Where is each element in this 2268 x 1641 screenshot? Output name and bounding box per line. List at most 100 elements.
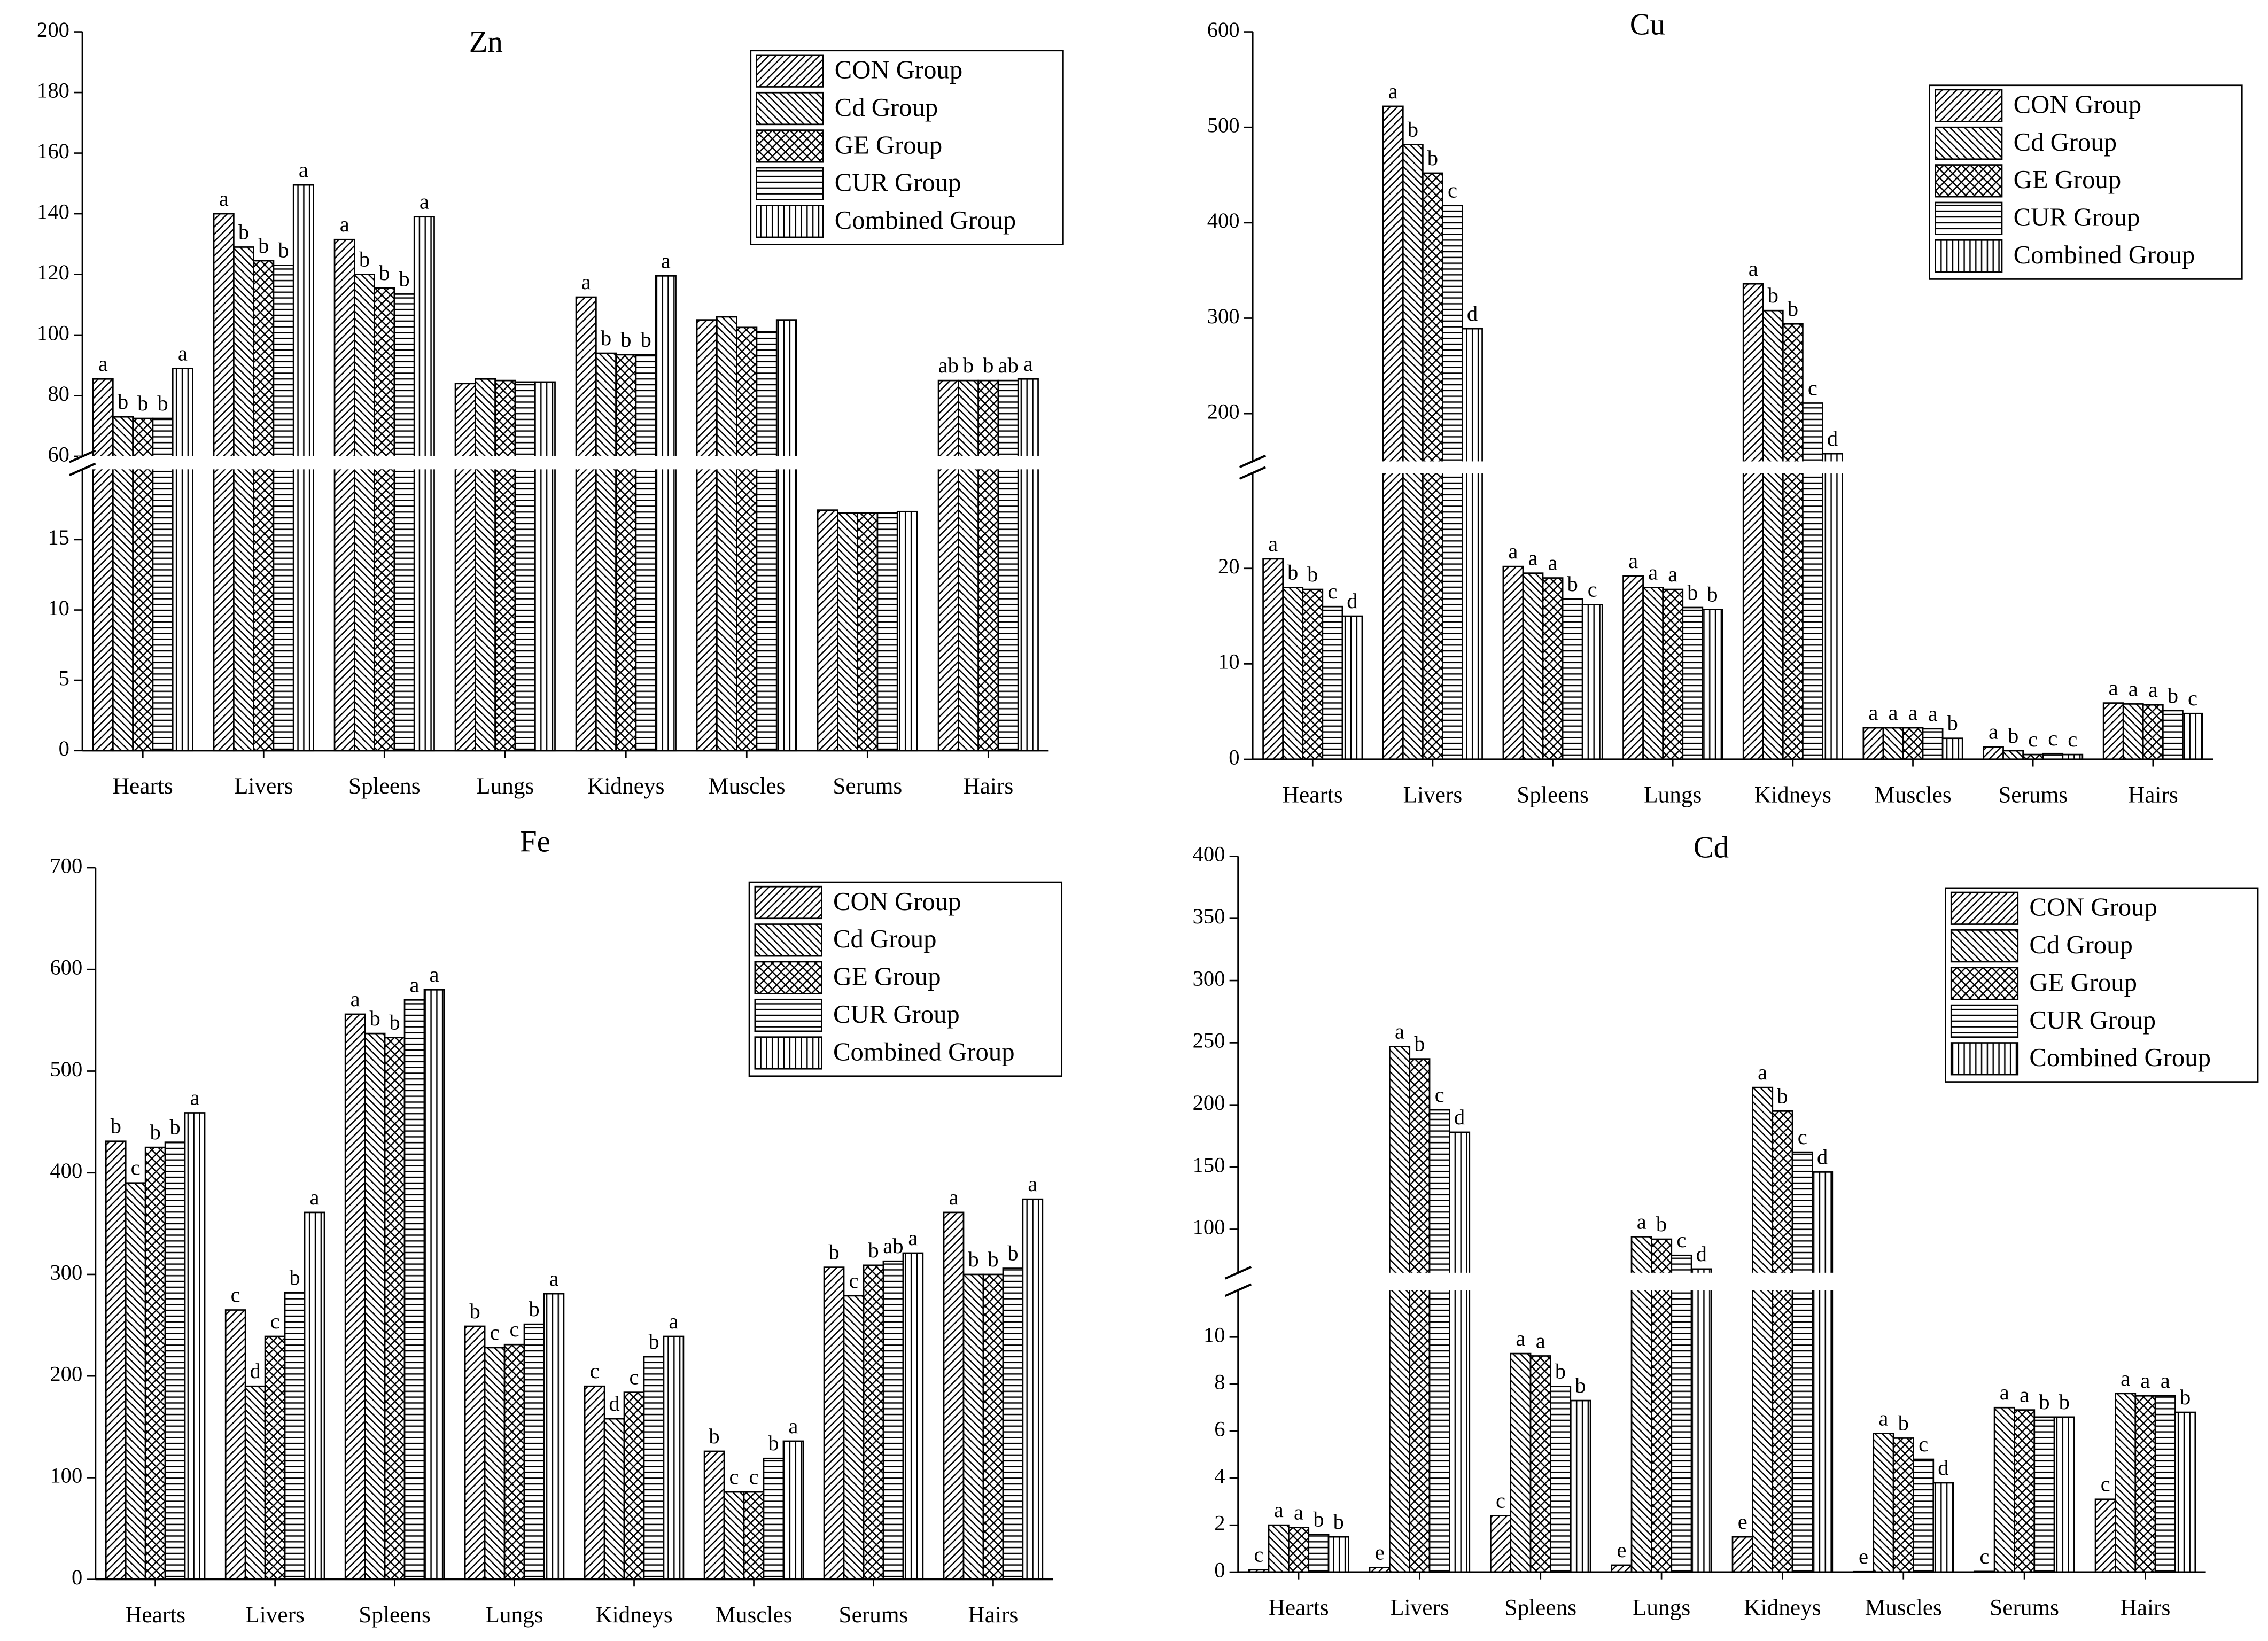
y-tick-label: 120 bbox=[37, 260, 69, 284]
legend-swatch bbox=[754, 961, 822, 994]
y-tick-label: 0 bbox=[59, 736, 69, 760]
x-tick-label: Lungs bbox=[1644, 782, 1702, 807]
x-tick-label: Livers bbox=[1403, 782, 1463, 807]
bar bbox=[1892, 1437, 1914, 1573]
bar bbox=[273, 265, 294, 752]
significance-letter: c bbox=[1254, 1543, 1263, 1567]
bar bbox=[224, 1309, 246, 1581]
significance-letter: a bbox=[340, 212, 349, 236]
bar bbox=[454, 383, 476, 752]
bar bbox=[284, 1292, 306, 1581]
y-tick-label: 2 bbox=[1214, 1511, 1225, 1535]
significance-letter: a bbox=[178, 341, 188, 365]
significance-letter: c bbox=[2048, 726, 2057, 750]
bar bbox=[2094, 1498, 2116, 1573]
axis-break-mark bbox=[1224, 1283, 1252, 1297]
significance-letter: a bbox=[1548, 551, 1558, 575]
significance-letter: a bbox=[1749, 256, 1758, 281]
y-tick-label: 300 bbox=[1207, 304, 1240, 328]
chart-title: Cd bbox=[1694, 831, 1729, 865]
bar bbox=[1922, 728, 1944, 760]
bar bbox=[253, 260, 275, 752]
x-tick-label: Livers bbox=[1390, 1595, 1449, 1620]
significance-letter: a bbox=[98, 352, 108, 376]
significance-letter: c bbox=[729, 1465, 739, 1489]
bar bbox=[937, 379, 959, 752]
significance-letter: a bbox=[1989, 720, 1998, 744]
y-tick-label: 60 bbox=[48, 442, 69, 466]
significance-letter: d bbox=[609, 1391, 619, 1416]
legend-swatch bbox=[1950, 1004, 2019, 1038]
bar bbox=[1402, 144, 1424, 760]
bar bbox=[1449, 1131, 1471, 1573]
bar bbox=[1791, 1151, 1813, 1573]
significance-letter: c bbox=[2068, 727, 2077, 751]
significance-letter: a bbox=[669, 1309, 678, 1333]
y-tick-label: 200 bbox=[1193, 1091, 1225, 1115]
significance-letter: b bbox=[1575, 1373, 1586, 1397]
bar bbox=[2134, 1395, 2156, 1573]
y-tick-label: 400 bbox=[1207, 208, 1240, 232]
significance-letter: c bbox=[131, 1156, 141, 1180]
bar bbox=[882, 1260, 904, 1581]
x-tick-label: Serums bbox=[833, 773, 902, 799]
significance-letter: a bbox=[2140, 1368, 2150, 1393]
significance-letter: a bbox=[661, 248, 671, 273]
bar bbox=[164, 1141, 186, 1581]
bar bbox=[105, 1140, 127, 1581]
legend-label: GE Group bbox=[833, 962, 941, 991]
bar bbox=[125, 1182, 146, 1581]
significance-letter: c bbox=[1327, 579, 1337, 603]
significance-letter: b bbox=[529, 1297, 539, 1321]
significance-letter: b bbox=[640, 328, 651, 352]
significance-letter: c bbox=[1979, 1544, 1989, 1568]
bar bbox=[543, 1293, 565, 1581]
significance-letter: a bbox=[1268, 532, 1278, 556]
significance-letter: b bbox=[983, 353, 993, 377]
significance-letter: a bbox=[908, 1226, 918, 1250]
significance-letter: a bbox=[2161, 1368, 2170, 1393]
y-tick-label: 160 bbox=[37, 139, 69, 163]
significance-letter: ab bbox=[883, 1234, 903, 1258]
bar bbox=[264, 1335, 286, 1581]
significance-letter: b bbox=[1427, 146, 1438, 170]
legend-label: Combined Group bbox=[835, 206, 1016, 235]
significance-letter: b bbox=[2180, 1385, 2191, 1409]
axis-break-mark bbox=[1239, 466, 1267, 480]
significance-letter: c bbox=[490, 1320, 500, 1344]
y-tick-label: 15 bbox=[48, 525, 69, 549]
bar bbox=[1642, 587, 1664, 760]
bar bbox=[623, 1391, 645, 1581]
significance-letter: e bbox=[1617, 1538, 1626, 1562]
significance-letter: c bbox=[1496, 1489, 1505, 1513]
bar bbox=[1409, 1058, 1431, 1573]
bar bbox=[635, 354, 657, 752]
bar bbox=[977, 379, 999, 752]
bar bbox=[584, 1385, 605, 1581]
bar bbox=[1490, 1515, 1512, 1573]
significance-letter: b bbox=[1408, 117, 1418, 141]
bar bbox=[2053, 1416, 2075, 1573]
legend-swatch bbox=[756, 91, 824, 126]
bar bbox=[393, 293, 415, 752]
bar bbox=[663, 1335, 685, 1581]
bar bbox=[756, 331, 778, 752]
x-tick-label: Hearts bbox=[1283, 782, 1343, 807]
bar bbox=[92, 378, 114, 752]
significance-letter: b bbox=[2039, 1390, 2049, 1414]
significance-letter: a bbox=[310, 1185, 320, 1209]
y-tick-label: 400 bbox=[50, 1158, 82, 1183]
significance-letter: c bbox=[1588, 578, 1597, 602]
bar bbox=[423, 989, 445, 1581]
bar bbox=[1702, 609, 1723, 760]
axis-break-gap bbox=[1233, 1272, 2206, 1290]
bar bbox=[1983, 746, 2004, 760]
significance-letter: b bbox=[1007, 1241, 1018, 1265]
bar bbox=[2033, 1416, 2055, 1573]
bar bbox=[896, 510, 918, 752]
y-tick-label: 300 bbox=[1193, 966, 1225, 990]
significance-letter: c bbox=[630, 1365, 639, 1389]
significance-letter: b bbox=[988, 1247, 998, 1271]
x-tick-label: Serums bbox=[1990, 1595, 2059, 1620]
significance-letter: a bbox=[1294, 1500, 1303, 1525]
